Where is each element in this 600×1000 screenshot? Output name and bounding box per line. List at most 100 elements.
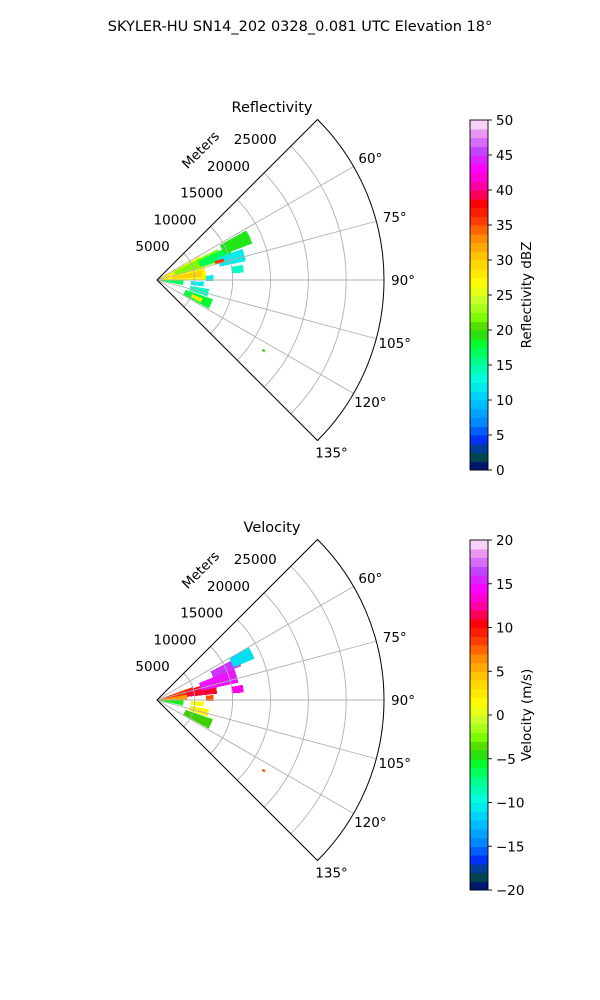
reflectivity-azimuth-gridline-120 xyxy=(156,279,354,394)
velocity-colorbar-level xyxy=(470,575,488,585)
reflectivity-colorbar-level xyxy=(470,303,488,314)
reflectivity-colorbar-tick-label: 15 xyxy=(496,358,513,374)
velocity-colorbar-tick-label: 5 xyxy=(496,664,505,680)
reflectivity-colorbar-tick-label: 10 xyxy=(496,393,513,409)
reflectivity-colorbar-tick-label: 45 xyxy=(496,148,513,164)
velocity-colorbar-level xyxy=(470,697,488,707)
reflectivity-azimuth-gridline-105 xyxy=(156,279,377,340)
velocity-echo-11 xyxy=(205,695,214,701)
velocity-colorbar-level xyxy=(470,592,488,602)
reflectivity-colorbar-level xyxy=(470,128,488,139)
velocity-colorbar-level xyxy=(470,557,488,567)
reflectivity-colorbar-level xyxy=(470,356,488,366)
reflectivity-colorbar-level xyxy=(470,373,488,384)
reflectivity-colorbar-level xyxy=(470,233,488,244)
velocity-colorbar-level xyxy=(470,837,488,847)
velocity-colorbar-level xyxy=(470,566,488,576)
reflectivity-colorbar-level xyxy=(470,181,488,191)
velocity-colorbar-level xyxy=(470,855,488,865)
reflectivity-azimuth-tick-label: 75° xyxy=(383,210,407,226)
velocity-colorbar-tick-label: −5 xyxy=(496,752,516,768)
velocity-colorbar-level xyxy=(470,828,488,839)
velocity-colorbar-level xyxy=(470,881,488,891)
velocity-colorbar-level xyxy=(470,601,488,611)
reflectivity-panel: Reflectivity500010000150002000025000Mete… xyxy=(135,100,535,479)
reflectivity-colorbar-label: Reflectivity dBZ xyxy=(519,242,535,349)
velocity-colorbar-level xyxy=(470,715,488,725)
reflectivity-colorbar-level xyxy=(470,461,488,471)
reflectivity-azimuth-tick-label: 105° xyxy=(378,336,411,352)
velocity-colorbar-level xyxy=(470,846,488,856)
velocity-echo-8 xyxy=(190,701,204,707)
reflectivity-colorbar-level xyxy=(470,268,488,279)
reflectivity-colorbar-level xyxy=(470,338,488,349)
reflectivity-colorbar-level xyxy=(470,391,488,401)
reflectivity-colorbar-level xyxy=(470,435,488,445)
reflectivity-colorbar-level xyxy=(470,295,488,305)
velocity-azimuth-tick-label: 75° xyxy=(383,630,407,646)
velocity-azimuth-tick-label: 60° xyxy=(358,571,382,587)
velocity-colorbar-level xyxy=(470,776,488,786)
velocity-azimuth-gridline-105 xyxy=(156,699,377,760)
velocity-colorbar-level xyxy=(470,548,488,559)
reflectivity-colorbar-level xyxy=(470,198,488,209)
velocity-sector-frame xyxy=(156,538,385,862)
velocity-colorbar-tick-label: −20 xyxy=(496,883,525,899)
reflectivity-colorbar-level xyxy=(470,408,488,419)
velocity-colorbar-level xyxy=(470,802,488,812)
velocity-colorbar-level xyxy=(470,688,488,699)
velocity-echo-12 xyxy=(261,768,266,773)
reflectivity-echo-8 xyxy=(190,281,204,287)
reflectivity-echo-12 xyxy=(205,275,214,281)
velocity-colorbar-tick-label: −10 xyxy=(496,796,525,812)
velocity-range-tick-label: 5000 xyxy=(135,659,169,675)
reflectivity-colorbar-level xyxy=(470,216,488,226)
velocity-range-tick-label: 15000 xyxy=(180,606,223,622)
reflectivity-range-tick-label: 20000 xyxy=(207,159,250,175)
reflectivity-colorbar-tick-label: 35 xyxy=(496,218,513,234)
reflectivity-colorbar-level xyxy=(470,426,488,436)
velocity-colorbar-level xyxy=(470,811,488,821)
reflectivity-azimuth-tick-label: 135° xyxy=(315,446,348,462)
reflectivity-echo-7 xyxy=(157,280,184,286)
velocity-colorbar-level xyxy=(470,636,488,646)
reflectivity-colorbar-level xyxy=(470,417,488,427)
velocity-echo-6 xyxy=(231,684,244,694)
velocity-colorbar-level xyxy=(470,671,488,681)
velocity-colorbar-level xyxy=(470,750,488,760)
reflectivity-colorbar-tick-label: 30 xyxy=(496,253,513,269)
reflectivity-echo-5 xyxy=(214,258,225,265)
reflectivity-sector-frame xyxy=(156,118,385,442)
velocity-colorbar-level xyxy=(470,820,488,830)
reflectivity-colorbar-level xyxy=(470,137,488,147)
reflectivity-range-tick-label: 10000 xyxy=(154,212,197,228)
velocity-azimuth-gridline-120 xyxy=(156,699,354,814)
figure-suptitle: SKYLER-HU SN14_202 0328_0.081 UTC Elevat… xyxy=(108,19,492,35)
reflectivity-colorbar-level xyxy=(470,190,488,200)
reflectivity-colorbar-level xyxy=(470,225,488,235)
reflectivity-colorbar-tick-label: 20 xyxy=(496,323,513,339)
velocity-colorbar-level xyxy=(470,540,488,550)
reflectivity-colorbar-level xyxy=(470,260,488,270)
velocity-colorbar-level xyxy=(470,863,488,874)
reflectivity-azimuth-tick-label: 60° xyxy=(358,151,382,167)
velocity-range-tick-label: 20000 xyxy=(207,579,250,595)
reflectivity-colorbar-level xyxy=(470,172,488,182)
reflectivity-colorbar-tick-label: 25 xyxy=(496,288,513,304)
velocity-colorbar-level xyxy=(470,645,488,655)
reflectivity-colorbar-tick-label: 0 xyxy=(496,463,505,479)
reflectivity-colorbar-level xyxy=(470,321,488,331)
velocity-colorbar-tick-label: 0 xyxy=(496,708,505,724)
velocity-colorbar-level xyxy=(470,758,488,769)
reflectivity-colorbar-level xyxy=(470,146,488,156)
reflectivity-echo-11 xyxy=(190,294,203,303)
velocity-colorbar-level xyxy=(470,610,488,620)
velocity-azimuth-tick-label: 120° xyxy=(354,815,387,831)
velocity-colorbar-tick-label: −15 xyxy=(496,839,525,855)
velocity-colorbar-level xyxy=(470,662,488,672)
velocity-echo-1 xyxy=(157,687,195,700)
velocity-azimuth-gridline-75 xyxy=(156,640,377,701)
